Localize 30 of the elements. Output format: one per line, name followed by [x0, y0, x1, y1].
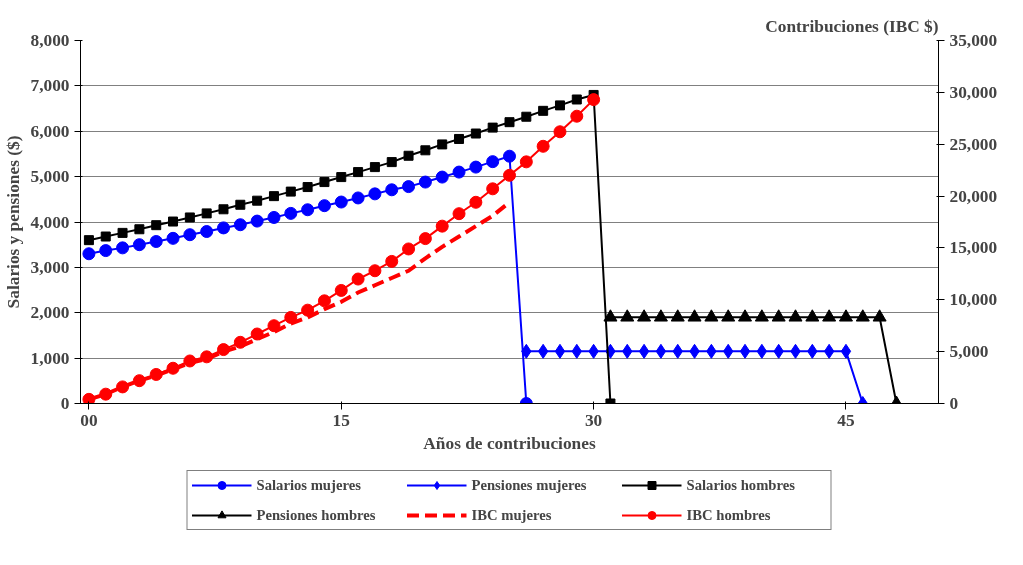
x-tick-label: 30 [584, 410, 603, 430]
y-tick-label: 8,000 [30, 31, 70, 50]
x-axis-title: Años de contribuciones [423, 433, 596, 453]
legend-label: Pensiones hombres [256, 506, 377, 524]
y2-tick-label: 15,000 [949, 238, 998, 258]
legend-label: IBC mujeres [471, 506, 553, 524]
y2-tick-label: 20,000 [949, 186, 998, 206]
y-tick-label: 1,000 [30, 348, 70, 368]
y-tick-label: 4,000 [30, 212, 70, 232]
y2-tick-label: 35,000 [949, 31, 998, 50]
y2-tick-label: 30,000 [949, 82, 998, 102]
y2-tick-label: 10,000 [949, 290, 998, 310]
y-tick-label: 6,000 [30, 121, 70, 141]
legend-label: Salarios mujeres [256, 476, 362, 494]
y-tick-label: 0 [60, 394, 70, 413]
x-tick-label: 00 [80, 410, 98, 430]
x-tick-label: 15 [332, 410, 351, 430]
y2-tick-label: 5,000 [949, 342, 989, 362]
x-tick-label: 45 [837, 410, 855, 430]
y2-axis-title: Contribuciones (IBC $) [765, 16, 939, 36]
legend-label: Salarios hombres [686, 476, 796, 494]
y-tick-label: 2,000 [30, 303, 70, 323]
y-tick-label: 5,000 [30, 167, 70, 187]
legend-label: Pensiones mujeres [471, 476, 588, 494]
y-tick-label: 7,000 [30, 76, 70, 96]
y-tick-label: 3,000 [30, 257, 70, 277]
y2-tick-label: 0 [949, 394, 959, 413]
legend-label: IBC hombres [686, 506, 772, 524]
y-axis-title: Salarios y pensiones ($) [3, 135, 23, 309]
y2-tick-label: 25,000 [949, 134, 998, 154]
